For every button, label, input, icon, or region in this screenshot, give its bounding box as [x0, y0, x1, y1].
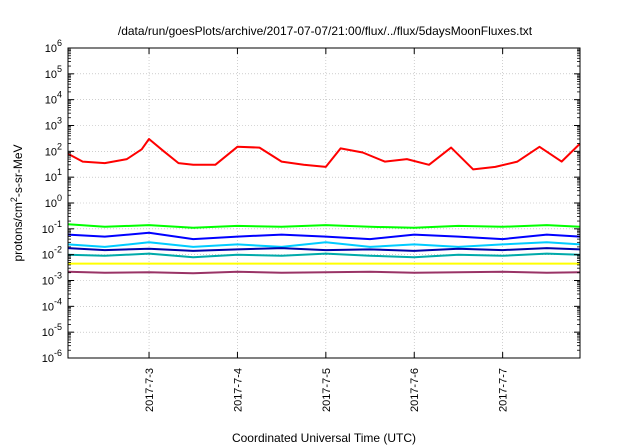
y-tick-label: 101 [45, 167, 62, 184]
y-tick-label-base: 10 [42, 327, 54, 339]
y-axis-title: protons/cm2-s-sr-MeV [9, 144, 25, 261]
y-tick-label-base: 10 [45, 198, 57, 210]
y-tick-label-exp: 0 [57, 193, 62, 203]
y-tick-label: 104 [45, 90, 62, 107]
chart-title: /data/run/goesPlots/archive/2017-07-07/2… [118, 24, 533, 38]
series-line-3 [67, 231, 581, 241]
y-tick-label-base: 10 [45, 172, 57, 184]
grid [68, 48, 580, 358]
y-tick-label-exp: -3 [54, 271, 62, 281]
y-tick-label-exp: -6 [54, 348, 62, 358]
y-tick-label: 10-1 [42, 219, 62, 236]
x-axis-ticks: 2017-7-3 2017-7-4 2017-7-5 2017-7-6 2017-7-7 [144, 48, 510, 412]
y-tick-label-exp: 1 [57, 167, 62, 177]
y-tick-label: 106 [45, 38, 62, 55]
y-tick-label-base: 10 [42, 224, 54, 236]
y-tick-label: 10-5 [42, 322, 62, 339]
y-tick-label-base: 10 [45, 146, 57, 158]
y-tick-label-base: 10 [42, 250, 54, 262]
y-tick-label-base: 10 [42, 301, 54, 313]
series-line-5 [67, 247, 581, 252]
y-axis-title-base: protons/cm [11, 202, 25, 261]
y-tick-label-base: 10 [42, 353, 54, 365]
y-tick-label: 103 [45, 116, 62, 133]
series-line-1 [67, 138, 581, 171]
series-line-6 [67, 252, 581, 259]
x-tick-label: 2017-7-3 [144, 368, 156, 412]
y-tick-label: 100 [45, 193, 62, 210]
y-tick-label-exp: -2 [54, 245, 62, 255]
y-tick-label-exp: -1 [54, 219, 62, 229]
y-tick-label-exp: -4 [54, 296, 62, 306]
y-tick-label-base: 10 [45, 95, 57, 107]
y-tick-label: 102 [45, 141, 62, 158]
y-tick-label-exp: -5 [54, 322, 62, 332]
y-tick-label-exp: 3 [57, 116, 62, 126]
y-tick-label-base: 10 [42, 276, 54, 288]
x-tick-label: 2017-7-6 [409, 368, 421, 412]
y-axis-ticks: 10-610-510-410-310-210-11001011021031041… [42, 38, 580, 365]
series-line-2 [67, 223, 581, 229]
y-tick-label-exp: 2 [57, 141, 62, 151]
series-line-4 [67, 241, 581, 248]
y-tick-label-base: 10 [45, 43, 57, 55]
y-tick-label-exp: 5 [57, 64, 62, 74]
x-tick-label: 2017-7-4 [232, 368, 244, 412]
y-tick-label-base: 10 [45, 121, 57, 133]
y-tick-label-exp: 4 [57, 90, 62, 100]
y-tick-label: 10-3 [42, 271, 62, 288]
y-axis-title-rest: -s-sr-MeV [11, 144, 25, 197]
y-axis-title-sup: 2 [9, 197, 19, 202]
x-tick-label: 2017-7-7 [498, 368, 510, 412]
series-layer [67, 138, 581, 275]
y-tick-label-base: 10 [45, 69, 57, 81]
y-tick-label: 10-4 [42, 296, 62, 313]
x-axis-title: Coordinated Universal Time (UTC) [232, 431, 416, 445]
series-line-8 [67, 270, 581, 275]
x-tick-label: 2017-7-5 [321, 368, 333, 412]
y-tick-label: 105 [45, 64, 62, 81]
y-tick-label-exp: 6 [57, 38, 62, 48]
y-tick-label: 10-2 [42, 245, 62, 262]
y-tick-label: 10-6 [42, 348, 62, 365]
